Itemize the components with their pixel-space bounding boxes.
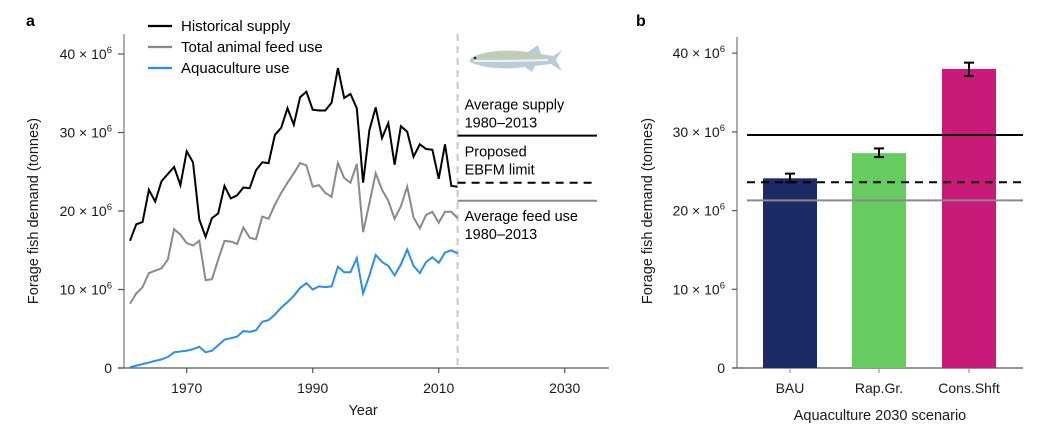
panel-a-y-tick-label: 10 × 106 — [60, 281, 112, 298]
panel-a: 0 10 × 106 20 × 106 30 × 106 40 × 106 1970 199… — [26, 18, 609, 419]
panel-b-x-tick-label: Cons.Shft — [938, 380, 1000, 396]
panel-a-legend: Historical supply Total animal feed use Aq… — [148, 18, 323, 77]
panel-a-ref-label: EBFM limit — [465, 163, 535, 179]
panel-b-y-tick-label: 10 × 106 — [673, 280, 725, 297]
panel-b-bars — [763, 68, 996, 368]
panel-a-ref-label: 1980–2013 — [465, 116, 538, 132]
panel-b: 0 10 × 106 20 × 106 30 × 106 40 × 106 Forage … — [640, 37, 1023, 424]
panel-a-y-tick-label: 30 × 106 — [60, 124, 112, 141]
legend-label-0: Historical supply — [181, 18, 291, 35]
panel-a-ref-label: Proposed — [465, 145, 527, 161]
legend-label-1: Total animal feed use — [181, 39, 323, 56]
panel-a-y-tick-label: 40 × 106 — [60, 45, 112, 62]
anchovy-fish-icon — [470, 45, 562, 72]
panel-a-x-axis-title: Year — [348, 403, 377, 419]
panel-a-ref-label: Average feed use — [465, 209, 578, 225]
panel-a-ref-label: Average supply — [465, 98, 565, 114]
total-animal-feed-use-line — [129, 159, 459, 305]
panel-a-axes: 0 10 × 106 20 × 106 30 × 106 40 × 106 1970 199… — [26, 34, 609, 419]
panel-b-x-tick-label: Rap.Gr. — [855, 380, 903, 396]
panel-a-y-tick-label: 0 — [104, 360, 112, 376]
panel-b-y-tick-label: 0 — [717, 360, 725, 376]
panel-b-y-tick-label: 20 × 106 — [673, 202, 725, 219]
bar-bau — [763, 178, 817, 368]
historical-supply-line — [129, 67, 458, 242]
panel-b-x-tick-label: BAU — [776, 380, 805, 396]
panel-a-x-tick-label: 1990 — [297, 380, 328, 396]
panel-b-letter: b — [636, 13, 646, 30]
panel-a-y-tick-label: 20 × 106 — [60, 202, 112, 219]
panel-b-y-axis-title: Forage fish demand (tonnes) — [640, 118, 656, 304]
panel-a-letter: a — [26, 13, 35, 30]
bar-rapgr — [852, 153, 906, 368]
panel-a-x-tick-label: 1970 — [171, 380, 202, 396]
panel-a-series — [129, 67, 459, 369]
panel-b-y-tick-label: 30 × 106 — [673, 123, 725, 140]
legend-label-2: Aquaculture use — [181, 60, 289, 77]
panel-b-x-axis-title: Aquaculture 2030 scenario — [794, 408, 967, 424]
aquaculture-use-line — [129, 246, 459, 369]
panel-a-ref-label: 1980–2013 — [465, 227, 538, 243]
panel-b-y-tick-label: 40 × 106 — [673, 44, 725, 61]
panel-a-reference-lines: Average supply 1980–2013 Proposed EBFM limi… — [457, 98, 597, 243]
panel-a-y-axis-title: Forage fish demand (tonnes) — [26, 118, 42, 304]
panel-b-error-bars — [785, 61, 974, 184]
bar-consshft — [942, 68, 996, 368]
panel-a-x-tick-label: 2030 — [549, 380, 580, 396]
panel-a-x-tick-label: 2010 — [423, 380, 454, 396]
